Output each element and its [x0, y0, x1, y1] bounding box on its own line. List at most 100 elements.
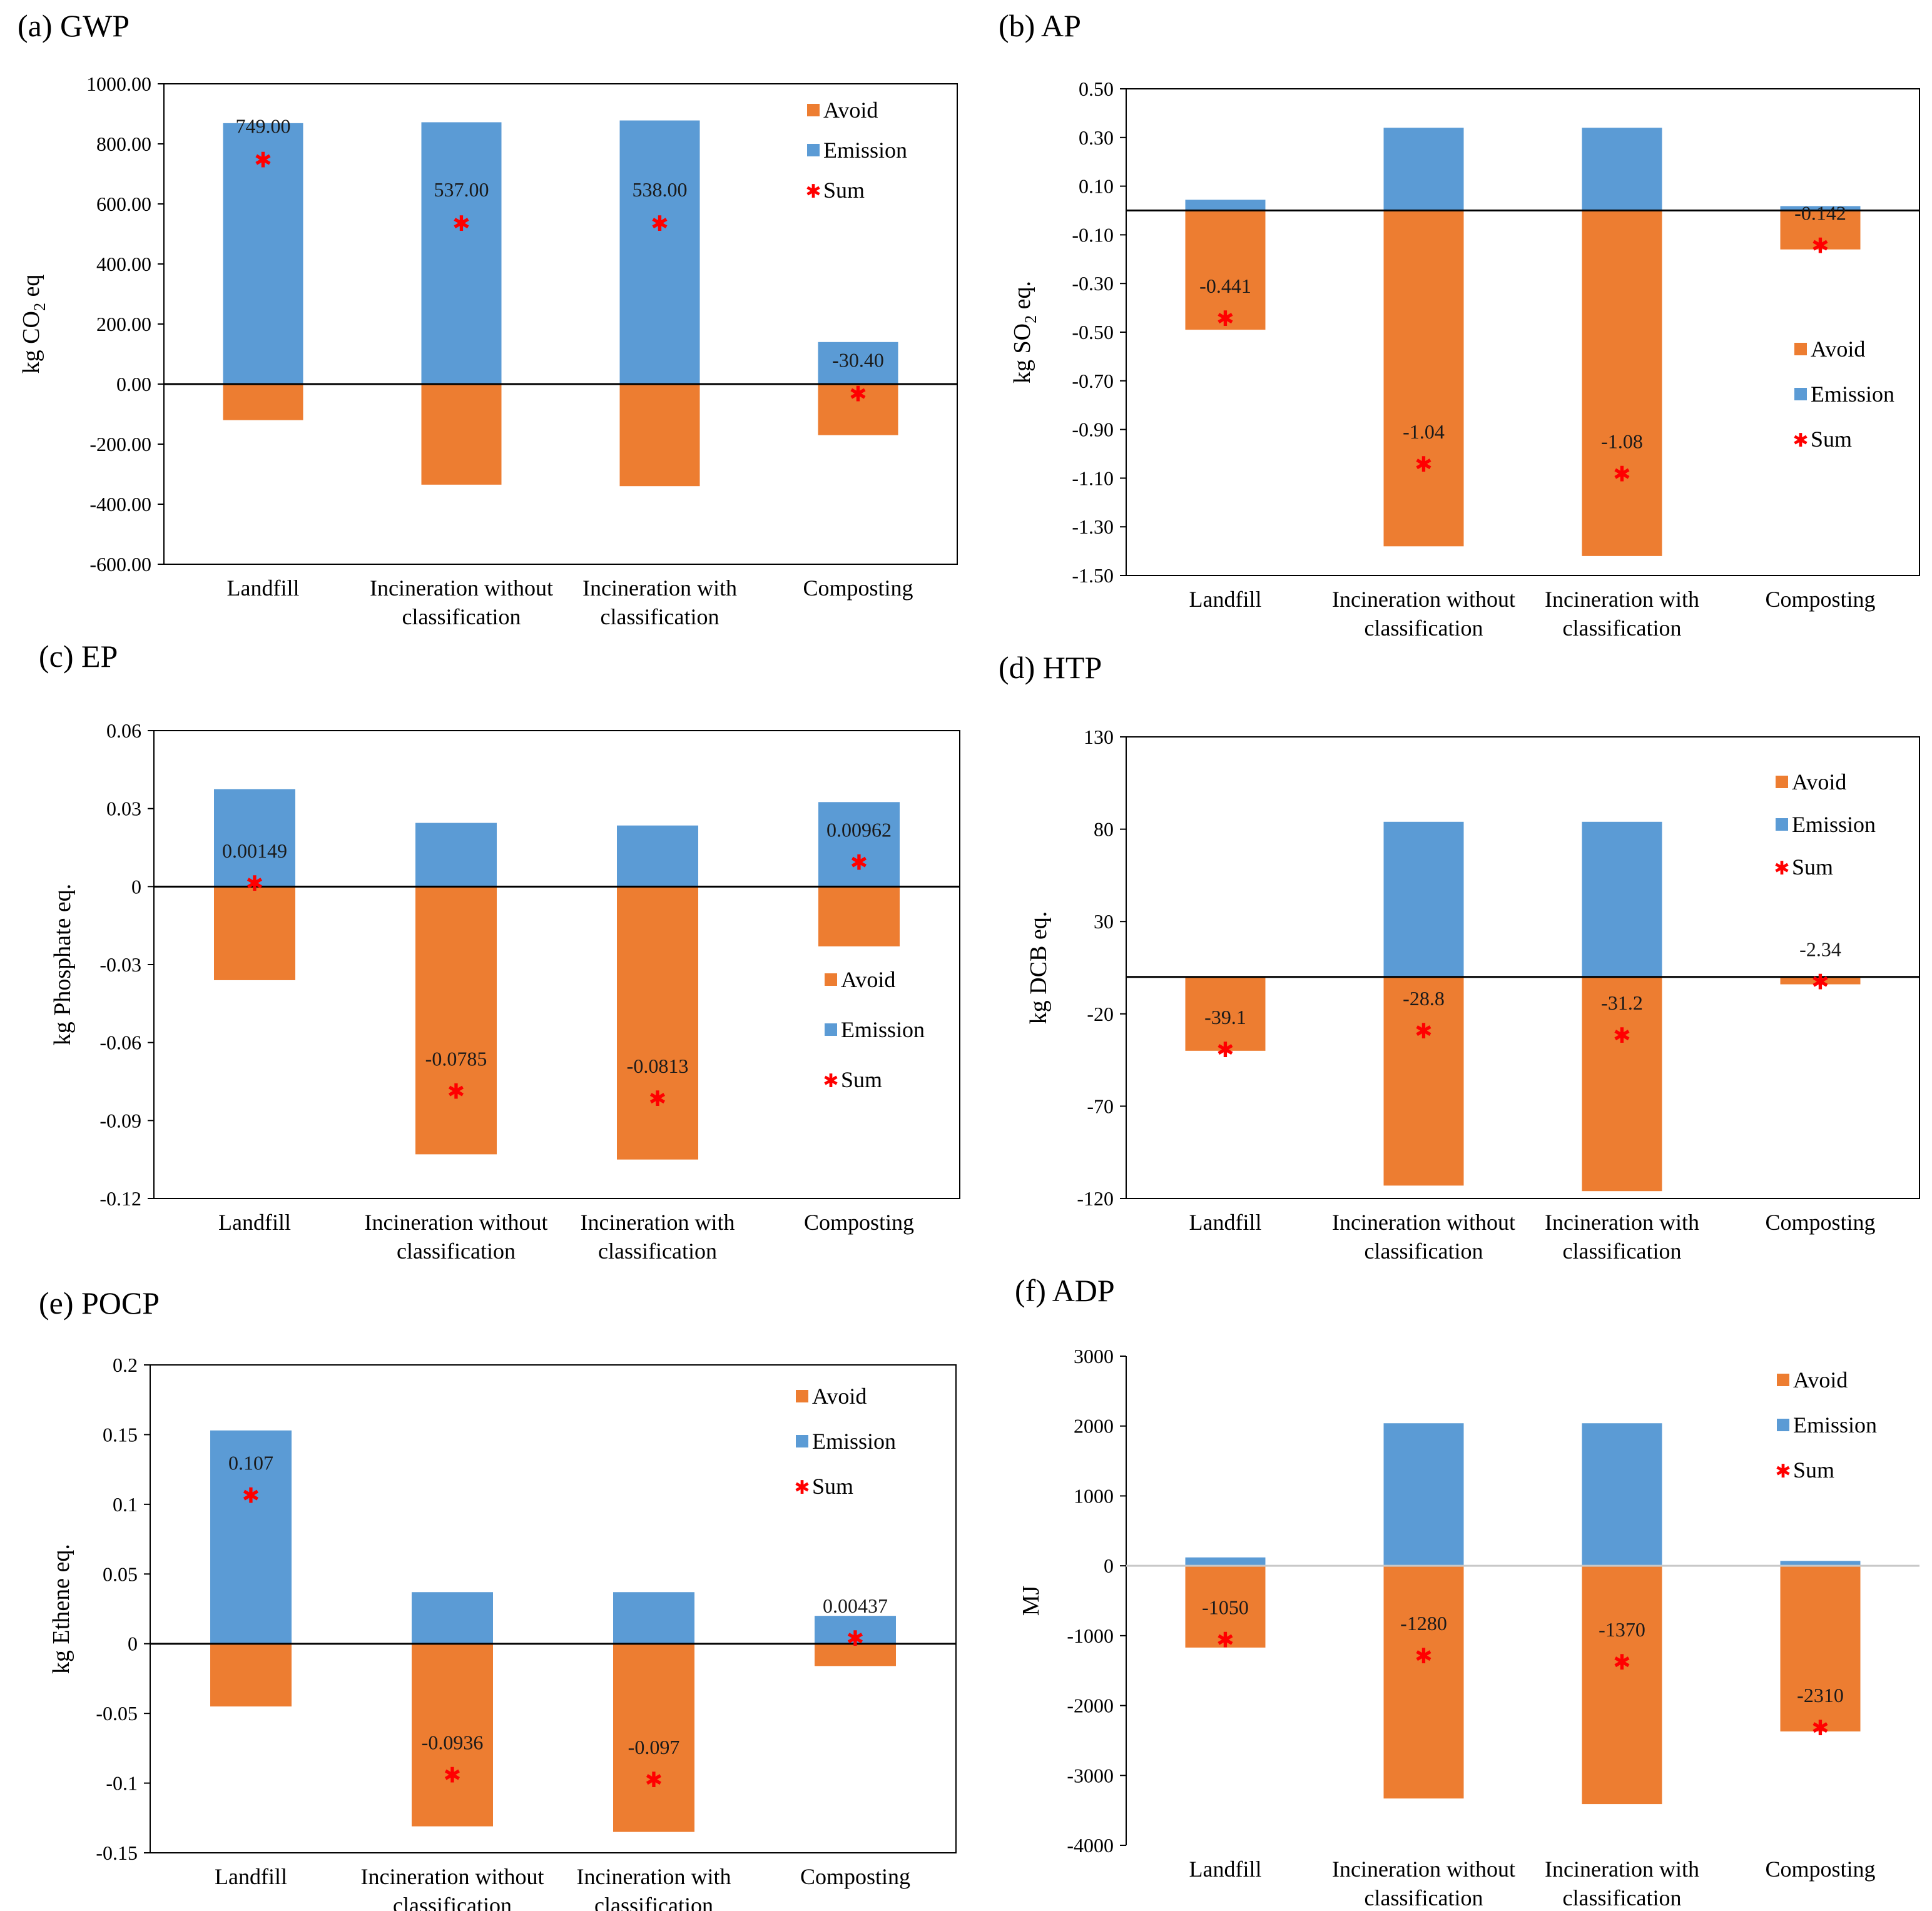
emission-bar: [421, 122, 502, 384]
avoid-bar: [617, 886, 698, 1160]
x-category-label: Incineration with: [582, 575, 737, 601]
legend-avoid-label: Avoid: [841, 967, 895, 992]
x-category-label: Composting: [1765, 1857, 1875, 1882]
avoid-bar: [1185, 1566, 1266, 1648]
panel-htp: (d) HTP -120 -70 -20 30 80 130 kg DCB eq. ✱ -39.1…: [999, 650, 1920, 1264]
sum-marker: ✱: [1415, 1019, 1433, 1044]
y-tick-label: -1.10: [1072, 467, 1114, 489]
sum-marker: ✱: [1613, 1650, 1631, 1675]
emission-bar: [210, 1430, 292, 1644]
y-tick-label: 0.00: [116, 373, 151, 395]
y-tick-label: -20: [1087, 1003, 1114, 1025]
y-tick-label: 800.00: [96, 133, 151, 155]
panel-title: (f) ADP: [1015, 1273, 1115, 1308]
avoid-bar: [1383, 1566, 1464, 1799]
x-category-label: Incineration without: [361, 1864, 544, 1889]
avoid-bar: [421, 384, 502, 485]
sum-data-label: 0.00437: [823, 1594, 888, 1617]
sum-data-label: -1280: [1400, 1612, 1447, 1635]
avoid-bar: [613, 1643, 694, 1832]
y-tick-label: -0.70: [1072, 370, 1114, 392]
sum-data-label: -2.34: [1799, 938, 1841, 961]
legend-sum-label: Sum: [1793, 1457, 1834, 1483]
legend-avoid-label: Avoid: [823, 98, 878, 123]
y-tick-label: 2000: [1074, 1415, 1114, 1437]
y-tick-label: -0.10: [1072, 223, 1114, 246]
sum-marker: ✱: [1216, 307, 1234, 332]
y-tick-label: 0.10: [1079, 175, 1114, 198]
x-category-label: Landfill: [1189, 1210, 1262, 1235]
legend-emission-label: Emission: [841, 1017, 925, 1042]
y-tick-label: -0.1: [106, 1772, 138, 1795]
panel-ap: (b) AP -1.50 -1.30 -1.10 -0.90 -0.70 -0.50 -0.3…: [999, 8, 1920, 641]
x-category-label: Landfill: [1189, 1857, 1262, 1882]
sum-marker: ✱: [1216, 1628, 1234, 1653]
y-tick-label: -120: [1077, 1187, 1114, 1210]
avoid-bar: [818, 886, 900, 946]
emission-bar: [818, 342, 898, 384]
x-category-label: classification: [601, 604, 719, 629]
x-category-label: Landfill: [227, 575, 300, 601]
sum-marker: ✱: [847, 1626, 865, 1651]
legend-sum-label: Sum: [1811, 427, 1852, 452]
plot-frame: [150, 1364, 957, 1853]
legend-sum-marker: ✱: [1775, 1461, 1791, 1483]
y-tick-label: 0.2: [113, 1354, 138, 1376]
avoid-bar: [1780, 210, 1861, 250]
panel-ep: (c) EP -0.12 -0.09 -0.06 -0.03 0 0.03 0.06 kg Ph…: [39, 639, 960, 1264]
avoid-bar: [1185, 976, 1266, 1051]
sum-data-label: -0.142: [1794, 202, 1846, 225]
sum-marker: ✱: [452, 211, 470, 236]
x-category-label: Incineration without: [365, 1210, 548, 1235]
legend-avoid-swatch: [825, 973, 837, 986]
panel-title: (c) EP: [39, 639, 118, 674]
avoid-bar: [619, 384, 700, 487]
avoid-bar: [1383, 976, 1464, 1186]
legend-avoid-label: Avoid: [812, 1384, 867, 1409]
legend-sum-label: Sum: [841, 1067, 882, 1092]
y-tick-label: -1000: [1067, 1625, 1114, 1647]
x-category-label: Landfill: [218, 1210, 291, 1235]
sum-data-label: -0.0813: [627, 1055, 689, 1077]
sum-data-label: -0.0936: [422, 1731, 484, 1753]
y-tick-label: -0.05: [96, 1702, 138, 1725]
y-tick-label: 0.03: [106, 798, 141, 820]
x-category-label: classification: [1365, 1239, 1483, 1264]
legend-sum-label: Sum: [1792, 854, 1833, 879]
sum-data-label: 538.00: [633, 178, 688, 201]
sum-data-label: -1.04: [1403, 420, 1445, 443]
x-category-label: Incineration without: [1332, 1857, 1515, 1882]
x-category-label: Incineration with: [577, 1864, 731, 1889]
emission-bar: [223, 123, 303, 384]
y-tick-label: 130: [1084, 726, 1114, 748]
y-tick-label: -1.30: [1072, 515, 1114, 538]
emission-bar: [1582, 1423, 1662, 1566]
sum-data-label: -0.441: [1199, 275, 1251, 297]
sum-data-label: 0.00149: [222, 839, 287, 862]
x-category-label: Composting: [803, 575, 913, 601]
sum-marker: ✱: [645, 1768, 663, 1793]
y-tick-label: -0.12: [99, 1187, 141, 1210]
sum-data-label: 537.00: [434, 178, 489, 201]
x-category-label: Landfill: [215, 1864, 287, 1889]
legend-emission-label: Emission: [1793, 1412, 1877, 1437]
emission-bar: [815, 1616, 896, 1644]
avoid-bar: [815, 1643, 896, 1666]
sum-data-label: -0.0785: [425, 1048, 487, 1070]
y-tick-label: 0: [128, 1633, 138, 1655]
x-category-label: Incineration with: [1545, 587, 1699, 612]
x-category-label: classification: [1563, 616, 1682, 641]
emission-bar: [1582, 821, 1662, 977]
emission-bar: [617, 825, 698, 887]
emission-bar: [214, 789, 295, 887]
sum-data-label: 0.00962: [826, 818, 892, 841]
y-axis-label: kg Ethene eq.: [48, 1544, 74, 1674]
legend-emission-label: Emission: [823, 138, 907, 163]
legend-sum-label: Sum: [812, 1474, 853, 1499]
avoid-bar: [1582, 1566, 1662, 1805]
y-axis-label: kg CO2 eq: [18, 275, 49, 374]
y-tick-label: -4000: [1067, 1834, 1114, 1857]
sum-data-label: -28.8: [1403, 987, 1445, 1010]
avoid-bar: [210, 1643, 292, 1706]
